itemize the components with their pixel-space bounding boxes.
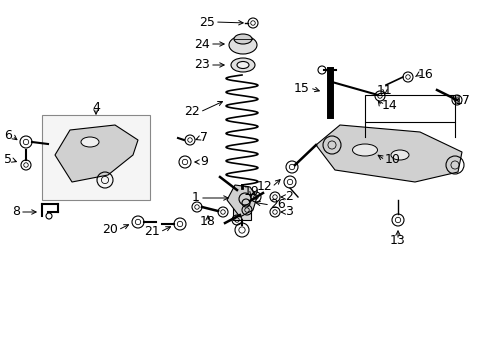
- Ellipse shape: [390, 150, 408, 160]
- Ellipse shape: [228, 36, 257, 54]
- Text: 20: 20: [102, 224, 118, 237]
- Text: 18: 18: [200, 216, 216, 229]
- Polygon shape: [226, 185, 257, 217]
- Text: 14: 14: [381, 99, 397, 112]
- Bar: [364, 95, 454, 122]
- Bar: [232, 192, 250, 220]
- Polygon shape: [315, 125, 461, 182]
- Text: 22: 22: [184, 105, 200, 118]
- Text: 8: 8: [12, 206, 20, 219]
- Text: 2: 2: [285, 190, 292, 203]
- Text: 5: 5: [4, 153, 12, 166]
- Text: 9: 9: [200, 156, 207, 168]
- Text: 11: 11: [376, 84, 392, 96]
- Polygon shape: [55, 125, 138, 182]
- Ellipse shape: [352, 144, 377, 156]
- Text: 23: 23: [194, 58, 209, 72]
- Ellipse shape: [230, 58, 254, 72]
- Text: 21: 21: [144, 225, 160, 238]
- Text: 10: 10: [384, 153, 400, 166]
- Text: 6: 6: [4, 130, 12, 143]
- Text: 19: 19: [244, 185, 259, 198]
- Text: 15: 15: [293, 81, 309, 94]
- Text: 13: 13: [389, 234, 405, 247]
- Bar: [42, 115, 150, 200]
- Text: 25: 25: [199, 15, 215, 28]
- Text: 24: 24: [194, 37, 209, 50]
- Text: 16: 16: [417, 68, 433, 81]
- Text: 12: 12: [256, 180, 271, 193]
- Ellipse shape: [81, 137, 99, 147]
- Text: 4: 4: [92, 102, 100, 114]
- Text: 17: 17: [454, 94, 470, 107]
- Text: 26: 26: [269, 198, 285, 211]
- Text: 3: 3: [285, 206, 292, 219]
- Text: 7: 7: [200, 131, 207, 144]
- Ellipse shape: [234, 34, 251, 44]
- Text: 1: 1: [192, 192, 200, 204]
- Ellipse shape: [237, 62, 248, 68]
